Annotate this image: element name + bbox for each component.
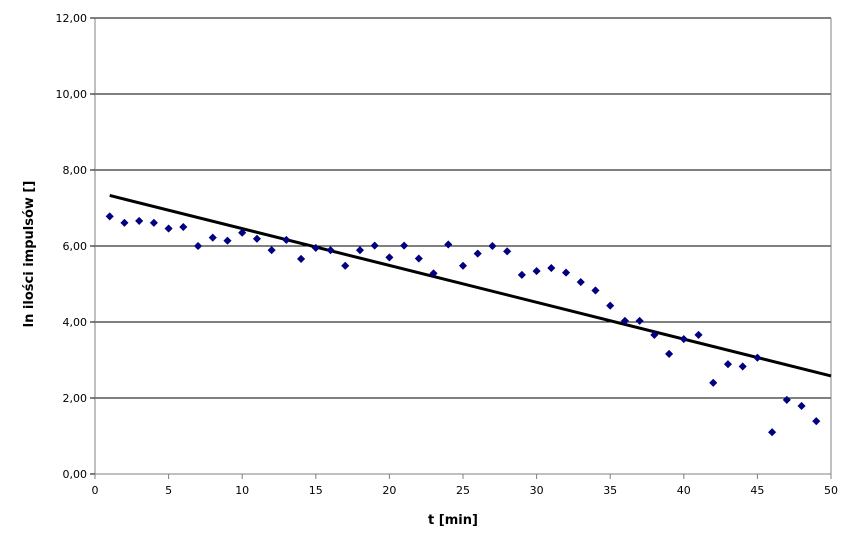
x-tick-label: 10	[235, 484, 249, 497]
x-tick-label: 35	[603, 484, 617, 497]
data-points	[105, 212, 821, 437]
data-point	[664, 349, 674, 359]
data-point	[164, 224, 173, 233]
data-point	[561, 268, 571, 277]
data-point	[414, 254, 423, 263]
x-tick-label: 25	[456, 484, 470, 497]
data-point	[282, 235, 291, 245]
data-point	[385, 253, 394, 262]
y-tick-label: 12,00	[56, 12, 88, 25]
data-point	[252, 234, 262, 243]
grid-lines	[95, 17, 831, 475]
data-point	[503, 247, 512, 256]
data-point	[738, 362, 747, 371]
data-point	[753, 353, 762, 362]
data-point	[782, 395, 791, 405]
data-point	[812, 417, 821, 426]
y-axis-title: ln ilości impulsów []	[22, 181, 37, 328]
data-point	[223, 236, 232, 245]
data-point	[296, 254, 306, 264]
x-tick-label: 40	[677, 484, 691, 497]
y-tick-label: 10,00	[56, 88, 88, 101]
data-point	[547, 263, 556, 273]
data-point	[208, 233, 217, 242]
x-tick-label: 45	[750, 484, 764, 497]
data-point	[399, 241, 409, 250]
y-tick-label: 2,00	[63, 392, 88, 405]
data-point	[650, 330, 659, 340]
data-point	[311, 243, 320, 253]
data-point	[767, 428, 777, 437]
data-point	[193, 241, 203, 251]
data-point	[576, 277, 585, 287]
x-axis-ticks: 0 5 10 15 20 25 30 35 40 45 50	[92, 474, 838, 497]
data-point	[149, 218, 159, 227]
data-point	[694, 330, 703, 340]
x-tick-label: 0	[92, 484, 99, 497]
data-point	[267, 246, 276, 255]
x-axis-title: t [min]	[428, 513, 478, 528]
data-point	[458, 261, 468, 270]
data-point	[473, 249, 482, 258]
x-tick-label: 15	[309, 484, 323, 497]
data-point	[135, 216, 144, 226]
data-point	[620, 316, 630, 326]
y-tick-label: 6,00	[63, 240, 88, 253]
data-point	[679, 334, 688, 344]
y-tick-label: 0,00	[63, 468, 88, 481]
data-point	[532, 266, 541, 276]
data-point	[429, 269, 438, 278]
data-point	[370, 241, 379, 250]
data-point	[797, 401, 806, 411]
data-point	[606, 301, 615, 310]
data-point	[355, 246, 365, 255]
x-tick-label: 5	[165, 484, 172, 497]
x-tick-label: 20	[382, 484, 396, 497]
data-point	[591, 286, 600, 295]
data-point	[723, 360, 733, 369]
data-point	[341, 261, 350, 270]
data-point	[179, 222, 188, 232]
trendline	[109, 194, 832, 378]
data-point	[238, 228, 247, 237]
x-tick-label: 30	[530, 484, 544, 497]
data-point	[105, 212, 114, 221]
data-point	[709, 378, 718, 387]
data-point	[326, 246, 335, 255]
y-tick-label: 4,00	[63, 316, 88, 329]
trendline-group	[109, 194, 832, 378]
y-axis-ticks: 0,00 2,00 4,00 6,00 8,00 10,00 12,00	[56, 12, 95, 481]
data-point	[635, 316, 644, 326]
x-tick-label: 50	[824, 484, 838, 497]
y-tick-label: 8,00	[63, 164, 88, 177]
data-point	[444, 240, 453, 249]
data-point	[517, 270, 527, 280]
data-point	[120, 218, 129, 227]
data-point	[488, 241, 497, 251]
